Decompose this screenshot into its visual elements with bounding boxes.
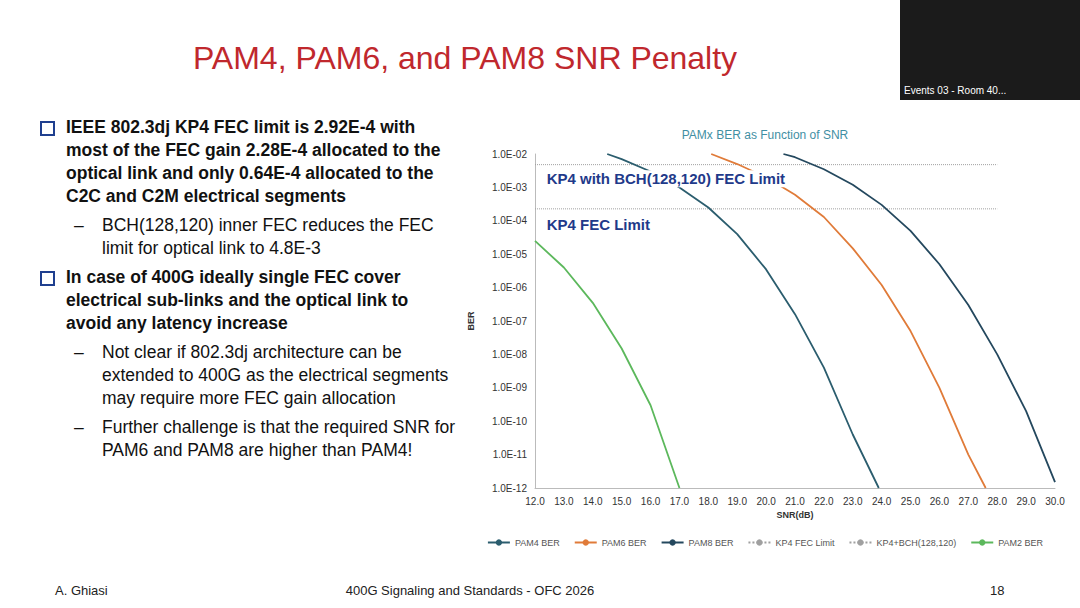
html-text:18: 18 [990,583,1005,598]
svg-text:26.0: 26.0 [930,496,950,507]
svg-text:1.0E-03: 1.0E-03 [492,182,527,193]
svg-text:1.0E-09: 1.0E-09 [492,382,527,393]
svg-text:1.0E-12: 1.0E-12 [492,483,527,494]
svg-text:BER: BER [466,311,476,331]
svg-text:19.0: 19.0 [727,496,747,507]
svg-text:27.0: 27.0 [959,496,979,507]
html-text:Further challenge is that the: Further challenge is that the required S… [102,417,456,460]
svg-text:20.0: 20.0 [756,496,776,507]
svg-text:14.0: 14.0 [583,496,603,507]
svg-text:23.0: 23.0 [843,496,863,507]
svg-text:24.0: 24.0 [872,496,892,507]
svg-text:1.0E-06: 1.0E-06 [492,282,527,293]
svg-text:1.0E-04: 1.0E-04 [492,215,527,226]
html-text:BCH(128,120) inner FEC reduces: BCH(128,120) inner FEC reduces the FEC l… [102,215,434,258]
html-text:A. Ghiasi: A. Ghiasi [55,583,108,598]
svg-text:21.0: 21.0 [785,496,805,507]
svg-text:PAM6 BER: PAM6 BER [602,538,647,548]
svg-text:1.0E-11: 1.0E-11 [493,449,528,460]
svg-text:30.0: 30.0 [1045,496,1065,507]
svg-text:17.0: 17.0 [670,496,690,507]
svg-text:13.0: 13.0 [554,496,574,507]
svg-text:1.0E-02: 1.0E-02 [492,149,527,160]
svg-text:22.0: 22.0 [814,496,834,507]
svg-text:1.0E-08: 1.0E-08 [492,349,527,360]
svg-text:SNR(dB): SNR(dB) [777,510,814,520]
html-text:400G Signaling and Standards -: 400G Signaling and Standards - OFC 2026 [345,583,595,598]
svg-text:18.0: 18.0 [699,496,719,507]
html-text:In case of 400G ideally single: In case of 400G ideally single FEC cover… [66,267,409,333]
svg-text:1.0E-07: 1.0E-07 [492,316,527,327]
svg-text:12.0: 12.0 [525,496,545,507]
svg-text:KP4 FEC Limit: KP4 FEC Limit [547,216,650,233]
svg-text:29.0: 29.0 [1016,496,1036,507]
svg-text:15.0: 15.0 [612,496,632,507]
svg-text:KP4 with BCH(128,120) FEC Limi: KP4 with BCH(128,120) FEC Limit [547,170,785,187]
svg-text:KP4+BCH(128,120): KP4+BCH(128,120) [876,538,956,548]
html-text:IEEE 802.3dj KP4 FEC limit is: IEEE 802.3dj KP4 FEC limit is 2.92E-4 wi… [66,117,441,206]
svg-text:PAM4 BER: PAM4 BER [515,538,560,548]
svg-text:PAM2 BER: PAM2 BER [998,538,1043,548]
svg-text:KP4 FEC Limit: KP4 FEC Limit [775,538,835,548]
svg-text:16.0: 16.0 [641,496,661,507]
svg-text:1.0E-10: 1.0E-10 [492,416,527,427]
svg-text:PAM8 BER: PAM8 BER [689,538,734,548]
html-text:PAM4, PAM6, and PAM8 SNR Penal: PAM4, PAM6, and PAM8 SNR Penalty [192,40,738,76]
svg-text:25.0: 25.0 [901,496,921,507]
svg-text:28.0: 28.0 [987,496,1007,507]
html-text:Events 03 - Room 40...: Events 03 - Room 40... [904,85,1007,96]
svg-text:PAMx BER as Function of SNR: PAMx BER as Function of SNR [682,128,849,142]
html-text:Not clear if 802.3dj architect: Not clear if 802.3dj architecture can be… [102,342,449,408]
svg-text:1.0E-05: 1.0E-05 [492,249,527,260]
